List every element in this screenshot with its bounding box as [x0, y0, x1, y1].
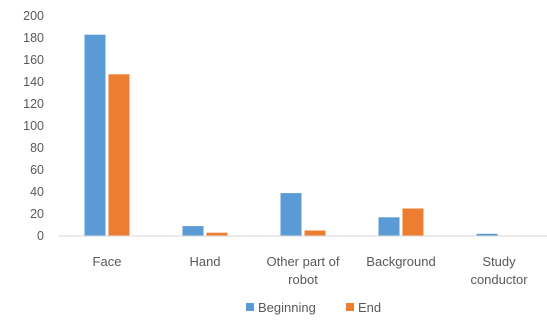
bar-end-2 [304, 230, 326, 236]
y-tick-label: 180 [23, 31, 44, 45]
x-tick-label: Face [93, 254, 122, 269]
y-tick-label: 80 [30, 141, 44, 155]
bars-group [84, 34, 498, 237]
bar-beginning-0 [84, 34, 106, 237]
legend-label-beginning: Beginning [258, 300, 316, 315]
x-tick-label: Other part of robot [267, 254, 340, 287]
bar-end-1 [206, 232, 228, 236]
bar-end-3 [402, 208, 424, 236]
legend-swatch-beginning [246, 303, 254, 311]
bar-beginning-2 [280, 193, 302, 236]
legend-swatch-end [346, 303, 354, 311]
bar-beginning-3 [378, 217, 400, 236]
bar-end-0 [108, 74, 130, 236]
y-tick-label: 40 [30, 185, 44, 199]
y-axis-ticks: 0 20 40 60 80 100 120 140 160 180 200 [23, 9, 44, 243]
y-tick-label: 0 [37, 229, 44, 243]
x-axis-labels: Face Hand Other part of robot Background Stud… [93, 254, 529, 287]
x-tick-label: Hand [189, 254, 220, 269]
y-tick-label: 60 [30, 163, 44, 177]
y-tick-label: 140 [23, 75, 44, 89]
y-tick-label: 100 [23, 119, 44, 133]
x-tick-label: Background [366, 254, 435, 269]
y-tick-label: 120 [23, 97, 44, 111]
x-tick-label: Study conductor [470, 254, 528, 287]
bar-beginning-4 [476, 233, 498, 236]
y-tick-label: 20 [30, 207, 44, 221]
bar-beginning-1 [182, 226, 204, 236]
legend: Beginning End [246, 300, 381, 315]
y-tick-label: 200 [23, 9, 44, 23]
y-tick-label: 160 [23, 53, 44, 67]
legend-label-end: End [358, 300, 381, 315]
